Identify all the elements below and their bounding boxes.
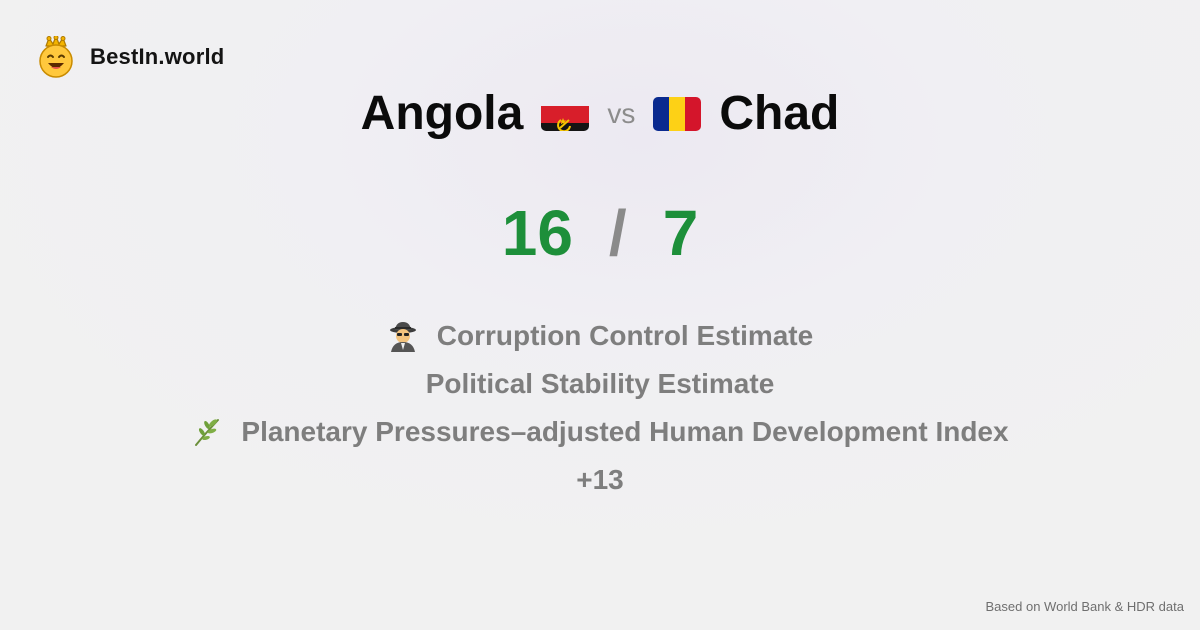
metric-corruption-control: Corruption Control Estimate xyxy=(0,312,1200,360)
metric-label: Planetary Pressures–adjusted Human Devel… xyxy=(241,416,1009,447)
vs-label: vs xyxy=(607,97,636,129)
chad-flag-icon xyxy=(653,96,702,131)
metric-label: Corruption Control Estimate xyxy=(436,320,814,351)
right-country-name: Chad xyxy=(719,87,840,140)
herb-sprig-icon xyxy=(191,416,223,448)
score-separator: / xyxy=(608,197,627,269)
brand-name: BestIn.world xyxy=(90,44,225,69)
data-source-note: Based on World Bank & HDR data xyxy=(985,599,1184,614)
metric-planetary-hdi: Planetary Pressures–adjusted Human Devel… xyxy=(0,408,1200,456)
angola-flag-icon xyxy=(541,97,590,131)
right-score: 7 xyxy=(662,197,699,269)
left-country-name: Angola xyxy=(360,87,524,140)
score-display: 16 / 7 xyxy=(0,196,1200,270)
spy-detective-icon xyxy=(387,320,419,352)
metric-label: Political Stability Estimate xyxy=(425,368,775,399)
comparison-title: Angola vs Chad xyxy=(0,86,1200,141)
metric-political-stability: Political Stability Estimate xyxy=(0,360,1200,408)
more-metrics-count: +13 xyxy=(576,464,624,495)
crowned-smiley-icon xyxy=(39,36,73,78)
brand-logo[interactable]: BestIn.world xyxy=(38,36,224,78)
left-score: 16 xyxy=(501,197,573,269)
metrics-list: Corruption Control Estimate Political St… xyxy=(0,312,1200,504)
